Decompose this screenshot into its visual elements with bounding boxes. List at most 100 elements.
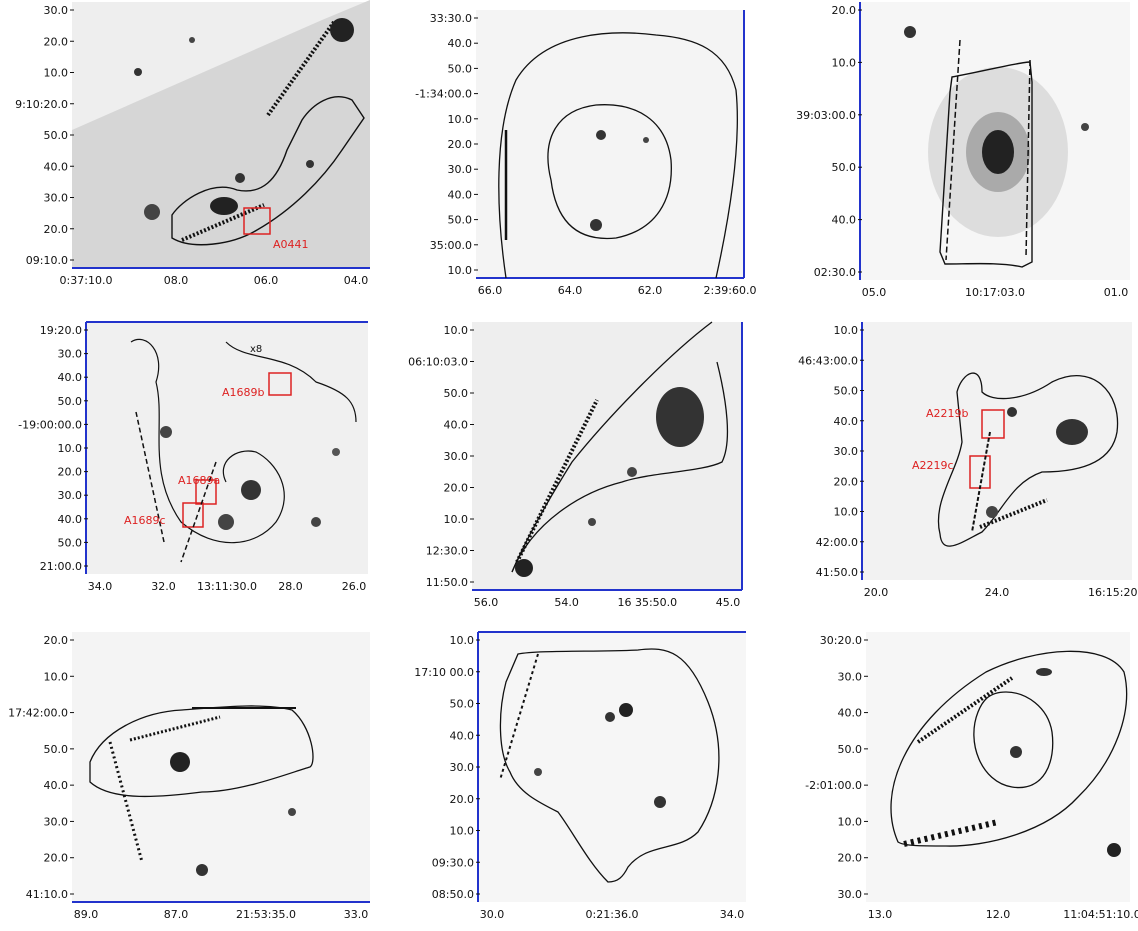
panel-5-y-tick-label: 40.0	[444, 419, 469, 432]
panel-6-y-tick-label: 42:00.0	[816, 536, 858, 549]
panel-8-y-tick-label: 10.0	[450, 634, 475, 647]
panel-3-y-tick-label: 39:03:00.0	[796, 109, 856, 122]
panel-4-x-tick-label: 28.0	[278, 580, 303, 593]
panel-5-y-tick-label: 06:10:03.0	[408, 356, 468, 369]
panel-6-x-tick-label: 24.0	[985, 586, 1010, 599]
panel-1-x-tick-label: 08.0	[164, 274, 189, 287]
panel-8-y-tick-label: 10.0	[450, 825, 475, 838]
panel-1-y-tick-label: 40.0	[44, 160, 69, 173]
panel-5-y-tick-label: 11:50.0	[426, 576, 468, 589]
panel-4-y-tick-label: 30.0	[58, 348, 83, 361]
panel-5-y-tick-label: 30.0	[444, 450, 469, 463]
panel-9-y-tick-label: 20.0	[838, 852, 863, 865]
panel-6-y-tick-label: 10.0	[834, 506, 859, 519]
panel-8-y-tick-label: 50.0	[450, 698, 475, 711]
panel-7-x-tick-label: 89.0	[74, 908, 99, 921]
panel-6-y-tick-label: 20.0	[834, 475, 859, 488]
panel-6-y-tick-label: 46:43:00.0	[798, 354, 858, 367]
panel-7-y-tick-label: 20.0	[44, 634, 69, 647]
panel-7-x-tick-label: 33.0	[344, 908, 369, 921]
panel-3-y-tick-label: 10.0	[832, 56, 857, 69]
panel-4-y-tick-label: -19:00:00.0	[18, 418, 82, 431]
panel-1-y-tick-label: 10.0	[44, 67, 69, 80]
panel-1-y-tick-label: 30.0	[44, 4, 69, 17]
panel-3-x-tick-label: 05.0	[862, 286, 887, 299]
panel-6-y-tick-label: 40.0	[834, 415, 859, 428]
panel-2-x-tick-label: 62.0	[638, 284, 663, 297]
panel-2-y-tick-label: 30.0	[448, 163, 473, 176]
panel-2-y-tick-label: 10.0	[448, 113, 473, 126]
panel-9-y-tick-label: 10.0	[838, 815, 863, 828]
panel-6-y-tick-label: 41:50.0	[816, 566, 858, 579]
panel-1-y-tick-label: 20.0	[44, 35, 69, 48]
panel-8-y-tick-label: 17:10 00.0	[414, 666, 474, 679]
panel-6-y-tick-label: 50.0	[834, 385, 859, 398]
panel-1-y-tick-label: 20.0	[44, 223, 69, 236]
panel-3-y-tick-label: 02:30.0	[814, 266, 856, 279]
panel-1-x-tick-label: 04.0	[344, 274, 369, 287]
panel-9-y-tick-label: 30.0	[838, 888, 863, 901]
panel-2-x-tick-label: 66.0	[478, 284, 503, 297]
panel-5-y-tick-label: 10.0	[444, 324, 469, 337]
panel-5-y-tick-label: 50.0	[444, 387, 469, 400]
panel-6-x-tick-label: 16:15:20.0	[1088, 586, 1138, 599]
panel-5-y-tick-label: 20.0	[444, 482, 469, 495]
panel-7-x-tick-label: 21:53:35.0	[236, 908, 296, 921]
panel-3-y-tick-label: 40.0	[832, 214, 857, 227]
panel-7-y-tick-label: 17:42:00.0	[8, 707, 68, 720]
panel-2-y-tick-label: 10.0	[448, 264, 473, 277]
panel-8-x-tick-label: 34.0	[720, 908, 745, 921]
panel-6-y-tick-label: 10.0	[834, 324, 859, 337]
panel-7-y-tick-label: 40.0	[44, 779, 69, 792]
panel-4-y-tick-label: 20.0	[58, 466, 83, 479]
panel-9-y-tick-label: -2:01:00.0	[805, 779, 862, 792]
panel-4-y-tick-label: 50.0	[58, 395, 83, 408]
panel-6-y-tick-label: 30.0	[834, 445, 859, 458]
panel-4-x-tick-label: 13:11:30.0	[197, 580, 257, 593]
panel-5-y-tick-label: 10.0	[444, 513, 469, 526]
panel-5-y-tick-label: 12:30.0	[426, 545, 468, 558]
panel-9-y-tick-label: 30:20.0	[820, 634, 862, 647]
panel-2-y-tick-label: 33:30.0	[430, 12, 472, 25]
panel-2-y-tick-label: 50.0	[448, 62, 473, 75]
panel-2-y-tick-label: 40.0	[448, 37, 473, 50]
panel-2-x-tick-label: 2:39:60.0	[704, 284, 757, 297]
panel-2-y-tick-label: 50.0	[448, 214, 473, 227]
panel-1-x-tick-label: 0:37:10.0	[60, 274, 113, 287]
panel-4-y-tick-label: 40.0	[58, 371, 83, 384]
panel-6-x-tick-label: 20.0	[864, 586, 889, 599]
panel-9-x-tick-label: 13.0	[868, 908, 893, 921]
panel-4-y-tick-label: 50.0	[58, 536, 83, 549]
panel-9-y-tick-label: 30.0	[838, 670, 863, 683]
panel-1-y-tick-label: 09:10.0	[26, 254, 68, 267]
panel-5-x-tick-label: 16 35:50.0	[617, 596, 677, 609]
panel-8-y-tick-label: 20.0	[450, 793, 475, 806]
panel-2-x-tick-label: 64.0	[558, 284, 583, 297]
panel-1-y-tick-label: 30.0	[44, 192, 69, 205]
panel-4-y-tick-label: 40.0	[58, 513, 83, 526]
panel-9-y-tick-label: 40.0	[838, 707, 863, 720]
panel-8-y-tick-label: 30.0	[450, 761, 475, 774]
panel-8-y-tick-label: 09:30.0	[432, 856, 474, 869]
panel-9-y-tick-label: 50.0	[838, 743, 863, 756]
panel-4-x-tick-label: 32.0	[151, 580, 176, 593]
panel-9-x-tick-label: 12.0	[986, 908, 1011, 921]
panel-2-y-tick-label: 35:00.0	[430, 239, 472, 252]
panel-2-y-tick-label: -1:34:00.0	[415, 88, 472, 101]
panel-7-y-tick-label: 50.0	[44, 743, 69, 756]
panel-7-y-tick-label: 10.0	[44, 670, 69, 683]
panel-9-x-tick-label: 11:04:51:10.0 09.0	[1063, 908, 1138, 921]
panel-4-y-tick-label: 19:20.0	[40, 324, 82, 337]
panel-7-x-tick-label: 87.0	[164, 908, 189, 921]
panel-5-x-tick-label: 56.0	[474, 596, 499, 609]
panel-3-y-tick-label: 20.0	[832, 4, 857, 17]
panel-2-y-tick-label: 40.0	[448, 188, 473, 201]
panel-8-y-tick-label: 40.0	[450, 729, 475, 742]
panel-4-x-tick-label: 34.0	[88, 580, 113, 593]
panel-1-y-tick-label: 50.0	[44, 129, 69, 142]
panel-3-x-tick-label: 01.0	[1104, 286, 1129, 299]
panel-2-y-tick-label: 20.0	[448, 138, 473, 151]
panel-4-y-tick-label: 10.0	[58, 442, 83, 455]
